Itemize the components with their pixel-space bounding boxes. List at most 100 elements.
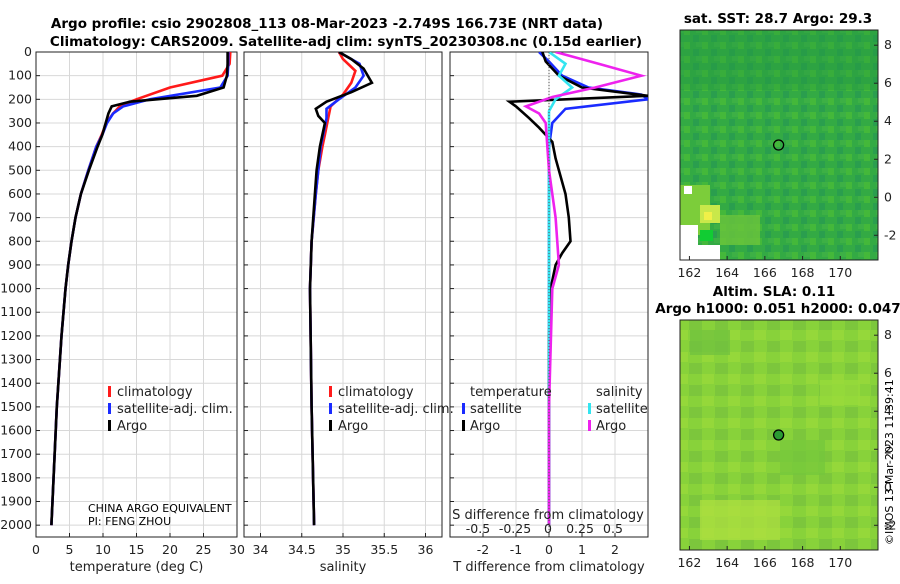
temperature-panel: 0 5 10 15 20 25 300100200300400500600700800900…: [0, 44, 245, 575]
legend-label: climatology: [117, 385, 193, 400]
map-y-tick-label: 6: [884, 365, 892, 380]
y-tick-label: 1000: [0, 281, 32, 296]
x-tick-label: 0: [545, 542, 553, 557]
x-tick-label: 20: [162, 542, 178, 557]
x-tick-label: 34.5: [288, 542, 316, 557]
sla-map-subtitle: Argo h1000: 0.051 h2000: 0.047: [655, 301, 900, 317]
map-y-tick-label: 0: [884, 189, 892, 204]
y-tick-label: 800: [8, 233, 32, 248]
x-tick-label: 34: [253, 542, 269, 557]
legend-swatch: [329, 420, 332, 431]
legend-swatch: [588, 403, 591, 414]
series-line-salinity-argo: [522, 52, 647, 526]
x-tick-label: -2: [477, 542, 489, 557]
series-line-argo: [50, 52, 229, 526]
x-tick-label: 25: [196, 542, 212, 557]
y-tick-label: 1500: [0, 399, 32, 414]
map-x-tick-label: 168: [791, 555, 815, 570]
difference-panel: -2 -1 0 1 2 T difference from climatology S di…: [449, 51, 649, 575]
salinity-panel: 34 34.5 35 35.5 36 salinity climatology satelli…: [243, 51, 454, 575]
map-y-tick-label: -2: [884, 517, 896, 532]
legend-swatch: [329, 386, 332, 397]
map-y-tick-label: 2: [884, 151, 892, 166]
x-tick-label: 5: [66, 542, 74, 557]
s-tick-label: -0.25: [499, 521, 531, 536]
x-axis-label: temperature (deg C): [70, 560, 204, 575]
legend-label: satellite: [596, 402, 648, 417]
credit-line1: CHINA ARGO EQUIVALENT: [88, 502, 232, 515]
y-tick-label: 1100: [0, 304, 32, 319]
legend-swatch: [329, 403, 332, 414]
sst-map-panel: sat. SST: 28.7 Argo: 29.3 162 164 166 168 17…: [677, 11, 896, 280]
y-tick-label: 1600: [0, 423, 32, 438]
y-tick-label: 1300: [0, 352, 32, 367]
legend-header: temperature: [470, 385, 552, 400]
legend-swatch: [588, 420, 591, 431]
x-tick-label: 35.5: [370, 542, 398, 557]
legend-header: salinity: [596, 385, 643, 400]
x-tick-label: 36: [418, 542, 434, 557]
map-y-tick-label: 0: [884, 479, 892, 494]
map-x-tick-label: 162: [677, 555, 701, 570]
title-line2: Climatology: CARS2009. Satellite-adj cli…: [50, 34, 642, 50]
y-tick-label: 400: [8, 139, 32, 154]
y-tick-label: 1800: [0, 470, 32, 485]
x-tick-label: -1: [510, 542, 522, 557]
y-tick-label: 1200: [0, 328, 32, 343]
series-line-argo: [308, 52, 374, 526]
map-x-tick-label: 166: [753, 265, 777, 280]
map-y-tick-label: -2: [884, 227, 896, 242]
series-line-temperature-argo: [505, 52, 648, 526]
s-tick-label: -0.5: [466, 521, 490, 536]
legend-label: Argo: [470, 419, 500, 434]
legend-swatch: [462, 420, 465, 431]
map-y-tick-label: 8: [884, 37, 892, 52]
map-x-tick-label: 166: [753, 555, 777, 570]
y-tick-label: 100: [8, 68, 32, 83]
legend-swatch: [462, 403, 465, 414]
x-tick-label: 0: [32, 542, 40, 557]
legend-swatch: [108, 403, 111, 414]
y-tick-label: 1700: [0, 446, 32, 461]
argo-position-marker: [772, 429, 785, 441]
x-tick-label: 2: [611, 542, 619, 557]
sla-map-panel: Altim. SLA: 0.11 Argo h1000: 0.051 h2000…: [655, 284, 900, 570]
map-y-tick-label: 4: [884, 403, 892, 418]
x-tick-label: 1: [578, 542, 586, 557]
x-tick-label: 30: [229, 542, 245, 557]
map-x-tick-label: 170: [828, 265, 852, 280]
x-tick-label: 10: [95, 542, 111, 557]
s-tick-label: 0.5: [603, 521, 623, 536]
y-tick-label: 200: [8, 91, 32, 106]
title-line1: Argo profile: csio 2902808_113 08-Mar-20…: [51, 16, 603, 32]
y-tick-label: 1400: [0, 375, 32, 390]
y-tick-label: 700: [8, 210, 32, 225]
legend-swatch: [108, 420, 111, 431]
y-tick-label: 500: [8, 162, 32, 177]
map-x-tick-label: 164: [715, 265, 739, 280]
legend-label: satellite-adj. clim.: [338, 402, 454, 417]
legend-label: Argo: [117, 419, 147, 434]
s-tick-label: 0: [544, 521, 552, 536]
top-axis-label: S difference from climatology: [452, 508, 644, 523]
map-x-tick-label: 168: [791, 265, 815, 280]
map-x-tick-label: 170: [828, 555, 852, 570]
legend-label: satellite-adj. clim.: [117, 402, 233, 417]
s-tick-label: 0.25: [566, 521, 594, 536]
legend-label: Argo: [338, 419, 368, 434]
argo-position-marker: [772, 139, 785, 151]
map-y-tick-label: 6: [884, 75, 892, 90]
legend-label: satellite: [470, 402, 522, 417]
legend-swatch: [108, 386, 111, 397]
map-y-tick-label: 2: [884, 441, 892, 456]
legend-label: Argo: [596, 419, 626, 434]
timestamp-stamp: ©IMOS 13-Mar-2023 11:39:41: [883, 379, 896, 545]
map-y-tick-label: 4: [884, 113, 892, 128]
y-tick-label: 0: [24, 44, 32, 59]
map-x-tick-label: 162: [677, 265, 701, 280]
y-tick-label: 300: [8, 115, 32, 130]
sst-map-title: sat. SST: 28.7 Argo: 29.3: [684, 11, 872, 27]
y-tick-label: 900: [8, 257, 32, 272]
map-x-tick-label: 164: [715, 555, 739, 570]
